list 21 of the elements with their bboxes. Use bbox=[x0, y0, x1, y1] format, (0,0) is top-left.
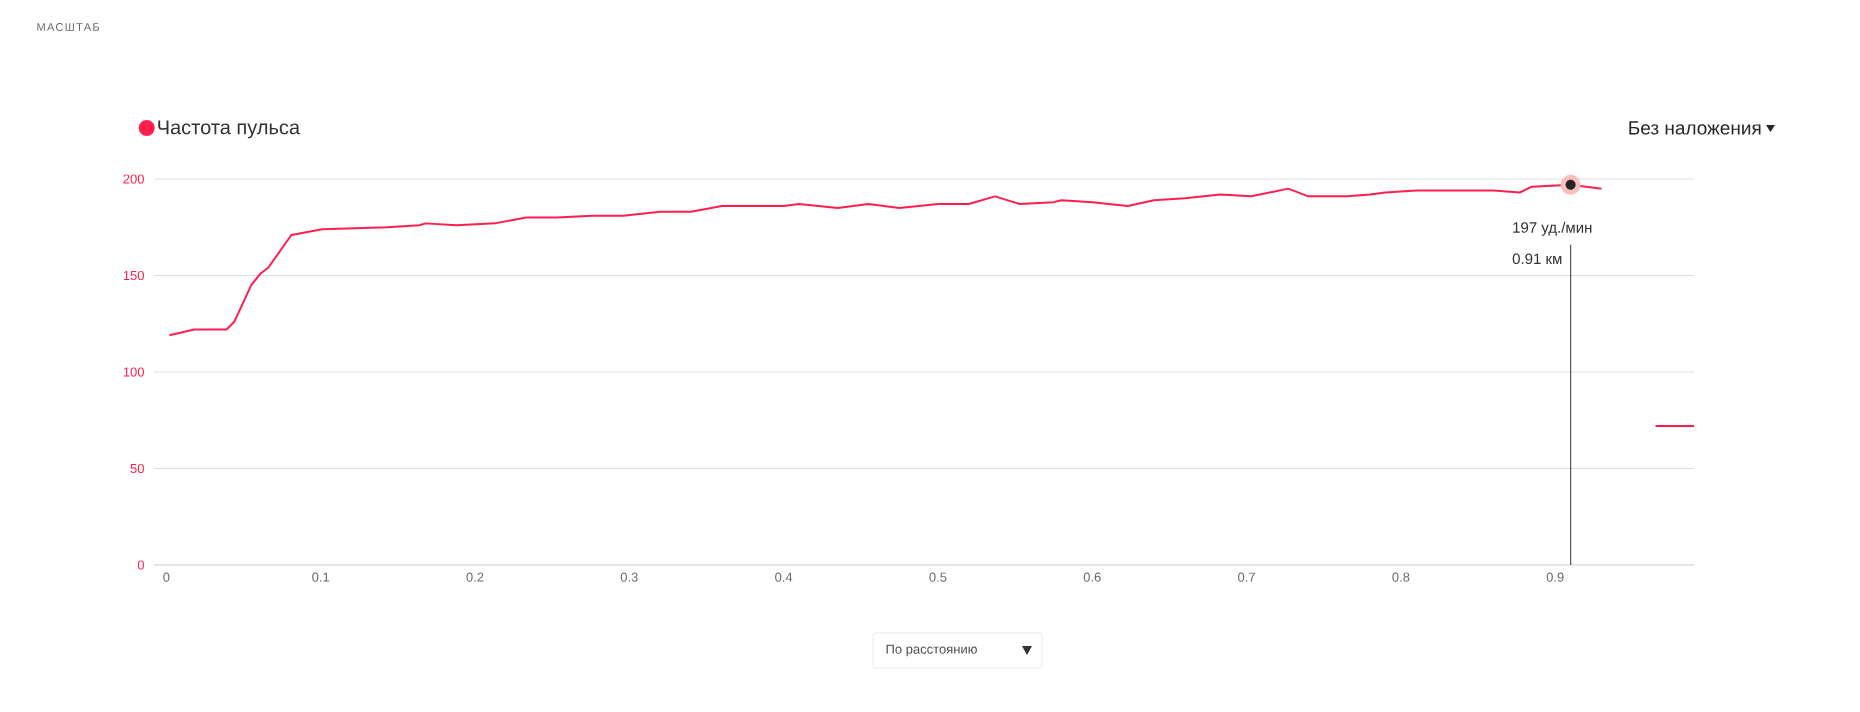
x-tick-label: 0.8 bbox=[1392, 572, 1410, 582]
x-tick-label: 0.7 bbox=[1238, 572, 1255, 582]
annotation: 0.91 км bbox=[1512, 253, 1562, 265]
x-tick-label: 0.4 bbox=[775, 572, 793, 582]
x-tick-label: 0.3 bbox=[620, 572, 638, 582]
y-tick-label: 150 bbox=[123, 270, 144, 281]
y-tick-label: 50 bbox=[130, 463, 144, 474]
x-tick-label: 0.2 bbox=[466, 572, 484, 582]
x-tick-label: 0.6 bbox=[1083, 572, 1101, 582]
x-tick-label: 0.1 bbox=[312, 572, 330, 582]
x-tick-label: 0 bbox=[163, 572, 170, 582]
y-tick-label: 0 bbox=[137, 560, 144, 570]
text: Без наложения bbox=[1629, 121, 1761, 135]
y-tick-label: 200 bbox=[123, 174, 144, 184]
text: По расстоянию bbox=[886, 644, 977, 657]
x-tick-label: 0.9 bbox=[1546, 572, 1564, 582]
y-tick-label: 100 bbox=[123, 367, 144, 377]
chart-title: МАСШТАБ bbox=[37, 23, 100, 31]
legend-label: Частота пульса bbox=[158, 120, 301, 139]
x-tick-label: 0.5 bbox=[929, 572, 947, 582]
annotation: 197 уд./мин bbox=[1513, 221, 1592, 236]
